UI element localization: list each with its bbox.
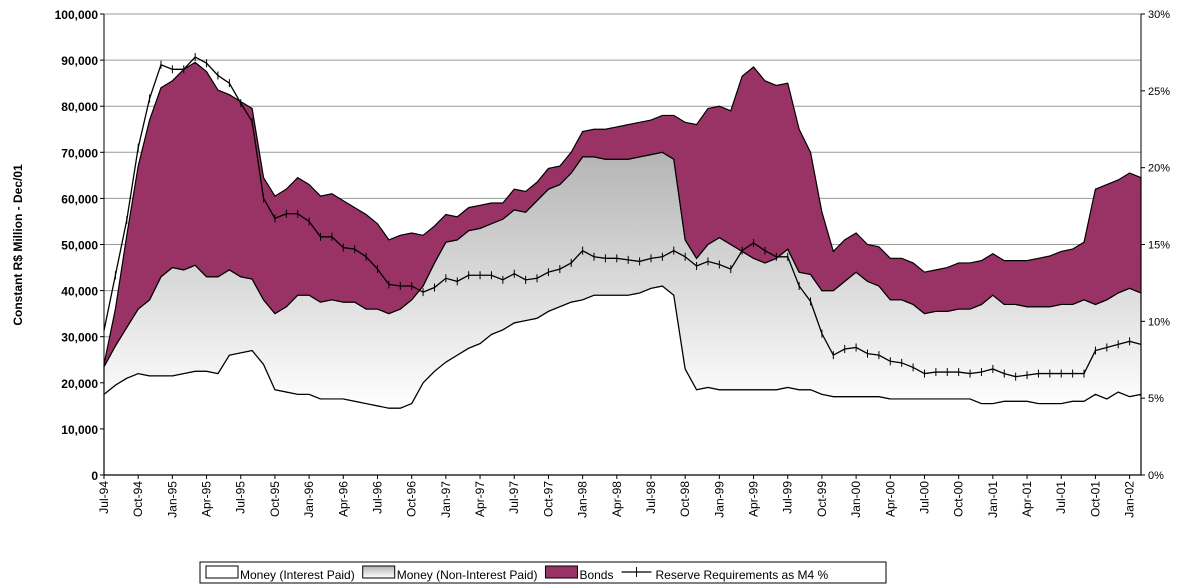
x-tick-label: Jan-96	[302, 481, 316, 518]
y2-tick-label: 10%	[1148, 316, 1170, 328]
x-tick-label: Jan-99	[712, 481, 726, 518]
legend-label: Money (Non-Interest Paid)	[397, 568, 538, 582]
x-tick-label: Oct-00	[952, 481, 966, 517]
y-tick-label: 70,000	[61, 146, 98, 160]
y-tick-label: 50,000	[61, 239, 98, 253]
x-tick-label: Oct-01	[1088, 481, 1102, 517]
x-tick-label: Oct-97	[541, 481, 555, 517]
x-tick-label: Apr-97	[473, 481, 487, 517]
legend: Money (Interest Paid) Money (Non-Interest…	[199, 561, 887, 584]
x-tick-label: Oct-99	[815, 481, 829, 517]
x-tick-label: Jan-95	[165, 481, 179, 518]
x-tick-label: Jan-98	[576, 481, 590, 518]
x-tick-label: Apr-99	[747, 481, 761, 517]
legend-swatch	[205, 565, 239, 579]
x-tick-label: Jan-00	[849, 481, 863, 518]
x-tick-label: Oct-95	[268, 481, 282, 517]
y-tick-label: 100,000	[55, 8, 99, 22]
y-tick-label: 20,000	[61, 377, 98, 391]
y2-tick-label: 5%	[1148, 393, 1164, 405]
legend-label: Money (Interest Paid)	[240, 568, 355, 582]
x-tick-label: Jul-96	[370, 481, 384, 514]
y-tick-label: 0	[91, 469, 98, 483]
x-tick-label: Jan-02	[1123, 481, 1137, 518]
x-tick-label: Oct-96	[405, 481, 419, 517]
x-tick-label: Apr-00	[883, 481, 897, 517]
y2-tick-label: 20%	[1148, 163, 1170, 175]
legend-label: Bonds	[579, 568, 613, 582]
x-tick-label: Jul-99	[781, 481, 795, 514]
y-tick-label: 80,000	[61, 100, 98, 114]
y-tick-label: 40,000	[61, 285, 98, 299]
x-tick-label: Oct-98	[678, 481, 692, 517]
legend-swatch	[544, 565, 578, 579]
y-axis-title: Constant R$ Million - Dec/01	[11, 164, 25, 326]
y2-tick-label: 0%	[1148, 470, 1164, 482]
line	[103, 56, 1142, 378]
x-tick-label: Jul-01	[1054, 481, 1068, 514]
x-tick-label: Jul-97	[507, 481, 521, 514]
x-tick-label: Jul-98	[644, 481, 658, 514]
x-tick-label: Apr-96	[336, 481, 350, 517]
x-tick-label: Oct-94	[131, 481, 145, 517]
y-tick-label: 60,000	[61, 192, 98, 206]
y2-tick-label: 30%	[1148, 9, 1170, 21]
y-tick-label: 30,000	[61, 331, 98, 345]
x-tick-label: Jul-94	[97, 481, 111, 514]
y2-tick-label: 25%	[1148, 86, 1170, 98]
x-tick-label: Apr-01	[1020, 481, 1034, 517]
x-tick-label: Jan-01	[986, 481, 1000, 518]
y-tick-label: 90,000	[61, 54, 98, 68]
x-tick-label: Jan-97	[439, 481, 453, 518]
y2-tick-label: 15%	[1148, 240, 1170, 252]
y-tick-label: 10,000	[61, 423, 98, 437]
x-tick-label: Apr-98	[610, 481, 624, 517]
legend-label: Reserve Requirements as M4 %	[655, 568, 828, 582]
x-tick-label: Jul-00	[917, 481, 931, 514]
legend-swatch	[362, 565, 396, 579]
x-tick-label: Apr-95	[200, 481, 214, 517]
x-tick-label: Jul-95	[234, 481, 248, 514]
